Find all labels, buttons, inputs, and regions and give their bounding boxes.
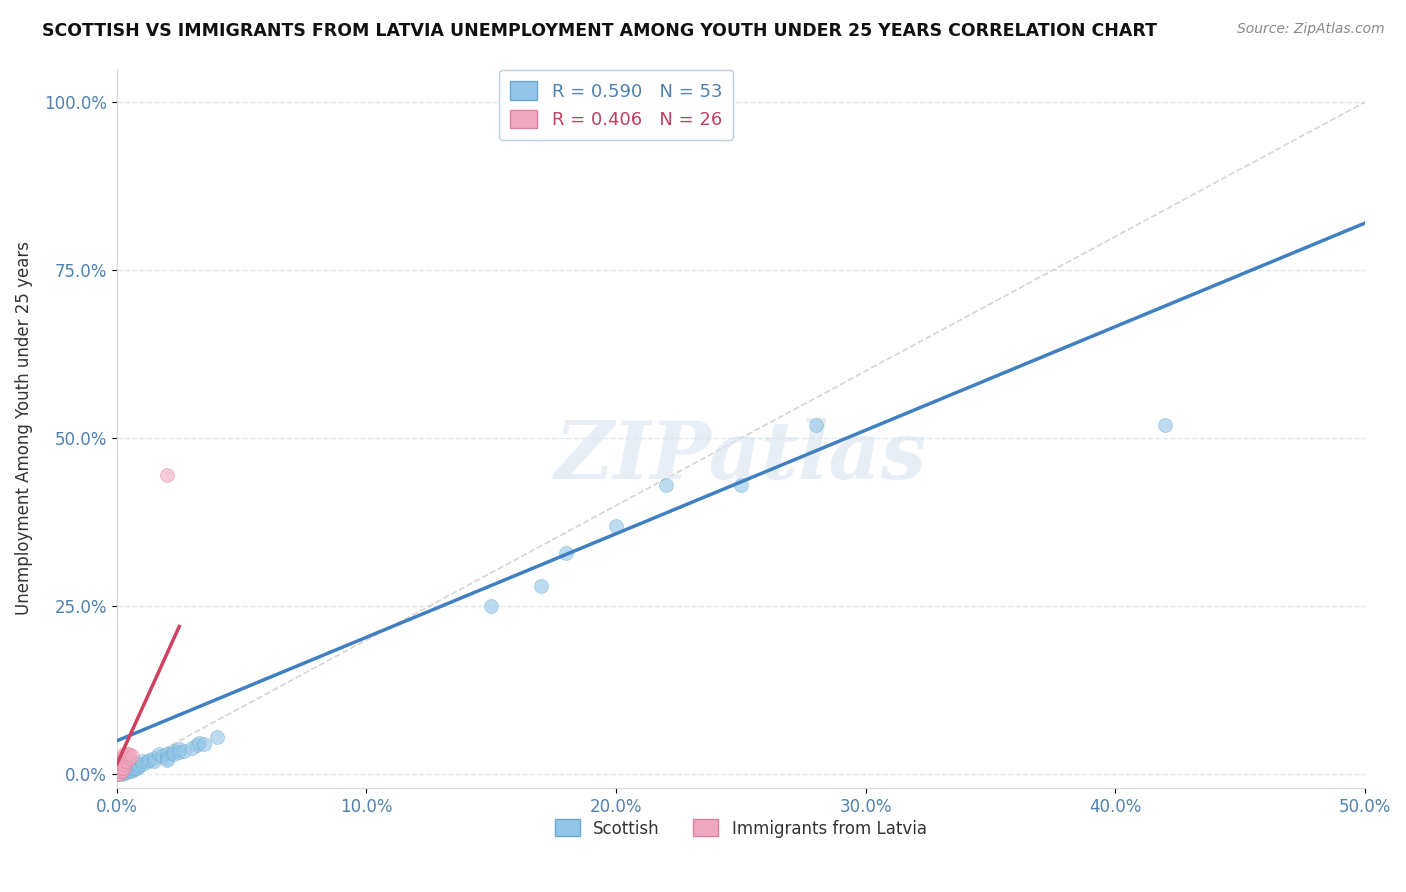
Point [118,764,141,778]
Point [125,757,148,772]
Point [108,767,131,781]
Point [112,757,135,772]
Point [804,417,827,432]
Point [111,757,134,772]
Point [108,761,131,775]
Point [108,764,131,778]
Point [186,739,208,753]
Point [193,737,215,751]
Legend: Scottish, Immigrants from Latvia: Scottish, Immigrants from Latvia [548,813,934,844]
Point [112,754,135,768]
Point [655,478,678,492]
Point [115,765,138,780]
Point [160,746,183,760]
Point [111,750,134,764]
Point [479,599,502,614]
Point [124,762,146,776]
Point [143,750,166,764]
Point [105,767,128,781]
Point [163,744,186,758]
Point [163,747,186,762]
Point [118,762,141,776]
Point [128,759,150,773]
Point [205,731,228,745]
Point [108,764,131,778]
Point [111,764,134,778]
Point [112,761,135,775]
Point [112,748,135,763]
Point [115,764,138,778]
Point [135,756,157,770]
Point [105,764,128,778]
Point [167,745,190,759]
Point [118,750,141,764]
Point [530,579,553,593]
Point [180,740,202,755]
Point [131,754,153,768]
Point [105,766,128,780]
Point [112,763,135,777]
Point [121,764,143,778]
Point [121,761,143,775]
Point [115,747,138,762]
Point [730,478,752,492]
Point [105,767,128,781]
Point [115,761,138,775]
Point [605,518,627,533]
Point [108,766,131,780]
Point [131,757,153,772]
Point [118,747,141,762]
Point [111,765,134,780]
Point [115,754,138,768]
Point [188,736,211,750]
Text: Source: ZipAtlas.com: Source: ZipAtlas.com [1237,22,1385,37]
Point [111,761,134,775]
Point [111,754,134,768]
Point [167,742,190,756]
Point [105,764,128,778]
Point [125,761,148,775]
Point [105,761,128,775]
Point [156,753,179,767]
Text: ZIPatlas: ZIPatlas [555,418,927,496]
Point [1154,417,1177,432]
Point [148,747,170,762]
Point [112,764,135,778]
Text: SCOTTISH VS IMMIGRANTS FROM LATVIA UNEMPLOYMENT AMONG YOUTH UNDER 25 YEARS CORRE: SCOTTISH VS IMMIGRANTS FROM LATVIA UNEMP… [42,22,1157,40]
Point [173,744,195,758]
Point [555,545,578,559]
Point [143,754,166,768]
Point [111,764,134,778]
Point [138,753,160,767]
Point [156,747,179,762]
Point [112,747,135,762]
Point [150,748,173,763]
Point [121,748,143,763]
Point [108,767,131,781]
Point [156,468,179,483]
Point [105,763,128,777]
Point [156,750,179,764]
Point [105,757,128,772]
Point [111,767,134,781]
Point [108,757,131,772]
Point [124,761,146,775]
Y-axis label: Unemployment Among Youth under 25 years: Unemployment Among Youth under 25 years [15,241,32,615]
Point [112,766,135,780]
